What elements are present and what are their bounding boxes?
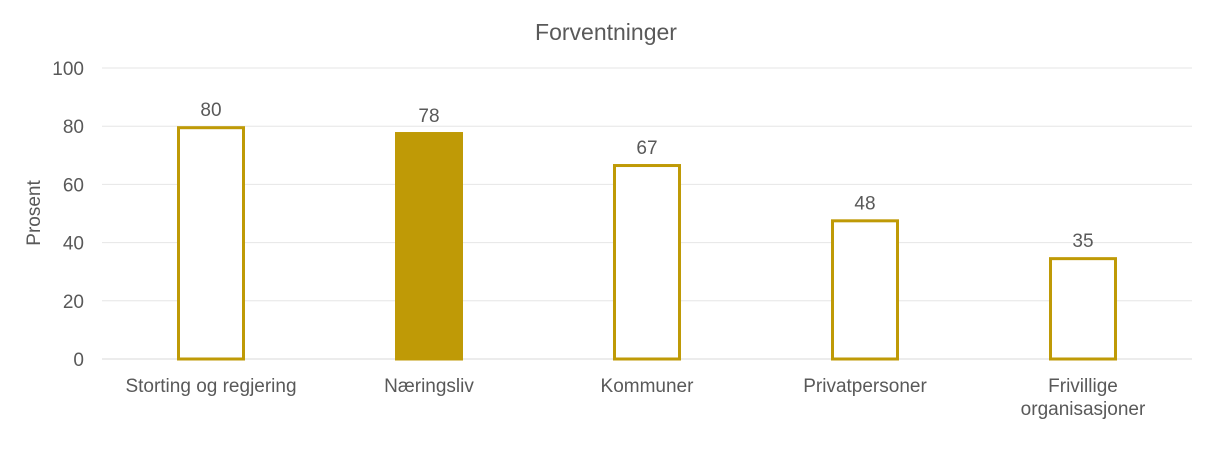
bar: [1049, 257, 1117, 361]
data-label: 35: [1072, 231, 1093, 252]
data-label: 48: [854, 193, 875, 214]
bar: [395, 132, 463, 361]
category-label: Kommuner: [601, 376, 695, 397]
y-tick-label: 40: [63, 234, 84, 255]
bar: [613, 164, 681, 361]
y-tick-label: 0: [73, 350, 84, 371]
data-label: 78: [418, 106, 439, 127]
y-tick-label: 60: [63, 175, 84, 196]
data-labels: 80 78 67 48 35: [200, 100, 1093, 252]
y-tick-label: 20: [63, 292, 84, 313]
category-label: Storting og regjering: [125, 376, 296, 397]
bars: [177, 126, 1117, 361]
data-label: 80: [200, 100, 221, 121]
y-tick-label: 100: [52, 59, 84, 80]
y-axis-title: Prosent: [24, 180, 45, 246]
category-label: Privatpersoner: [803, 376, 927, 397]
y-axis-ticks: 0 20 40 60 80 100: [52, 59, 84, 371]
category-label: Frivillige organisasjoner: [1021, 376, 1146, 420]
bar: [177, 126, 245, 361]
x-axis-categories: Storting og regjering Næringsliv Kommuner P…: [125, 376, 1146, 420]
category-label: Næringsliv: [384, 376, 474, 397]
chart-title: Forventninger: [535, 19, 677, 45]
y-tick-label: 80: [63, 117, 84, 138]
data-label: 67: [636, 138, 657, 159]
bar: [831, 219, 899, 361]
